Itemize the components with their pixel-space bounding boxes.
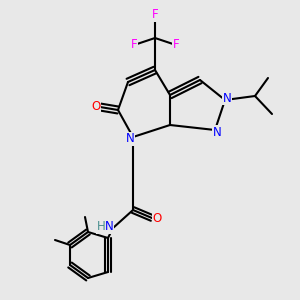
- Text: N: N: [213, 125, 221, 139]
- Text: N: N: [105, 220, 113, 233]
- Text: O: O: [152, 212, 162, 224]
- Text: F: F: [173, 38, 179, 52]
- Text: O: O: [92, 100, 100, 113]
- Text: F: F: [131, 38, 137, 52]
- Text: N: N: [223, 92, 231, 104]
- Text: N: N: [126, 133, 134, 146]
- Text: H: H: [97, 220, 105, 233]
- Text: F: F: [152, 8, 158, 22]
